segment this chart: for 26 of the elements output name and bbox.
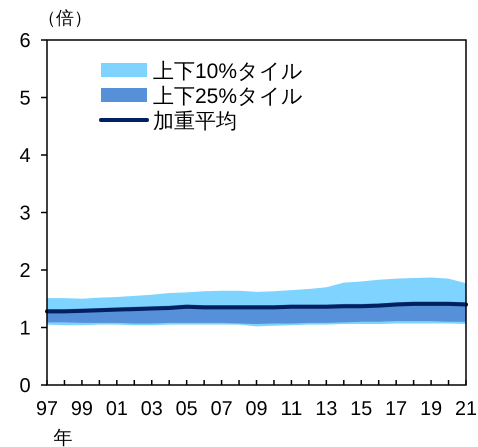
- x-tick-label: 11: [280, 398, 302, 420]
- x-tick-label: 03: [140, 398, 163, 420]
- x-tick-label: 21: [455, 398, 478, 420]
- x-axis-title: 年: [54, 428, 72, 447]
- y-tick-label: 4: [19, 145, 31, 167]
- x-tick-label: 19: [420, 398, 442, 420]
- x-tick-label: 15: [350, 398, 372, 420]
- y-tick-label: 3: [19, 202, 31, 224]
- legend-label: 加重平均: [153, 110, 237, 133]
- x-tick-label: 17: [385, 398, 408, 420]
- x-tick-label: 99: [70, 398, 94, 420]
- x-tick-label: 07: [210, 398, 233, 420]
- x-tick-label: 09: [246, 398, 268, 420]
- y-tick-label: 6: [19, 30, 31, 52]
- y-axis-title: （倍）: [38, 8, 92, 28]
- x-tick-label: 97: [36, 398, 58, 420]
- y-tick-label: 5: [19, 88, 31, 110]
- y-tick-label: 1: [19, 318, 31, 340]
- x-tick-label: 05: [176, 398, 198, 420]
- x-tick-label: 13: [315, 398, 338, 420]
- legend-label: 上下25%タイル: [153, 85, 304, 108]
- y-tick-label: 0: [19, 375, 31, 397]
- legend-label: 上下10%タイル: [153, 60, 304, 83]
- y-tick-label: 2: [19, 260, 31, 282]
- line-series: [45, 302, 468, 314]
- x-tick-label: 01: [106, 398, 128, 420]
